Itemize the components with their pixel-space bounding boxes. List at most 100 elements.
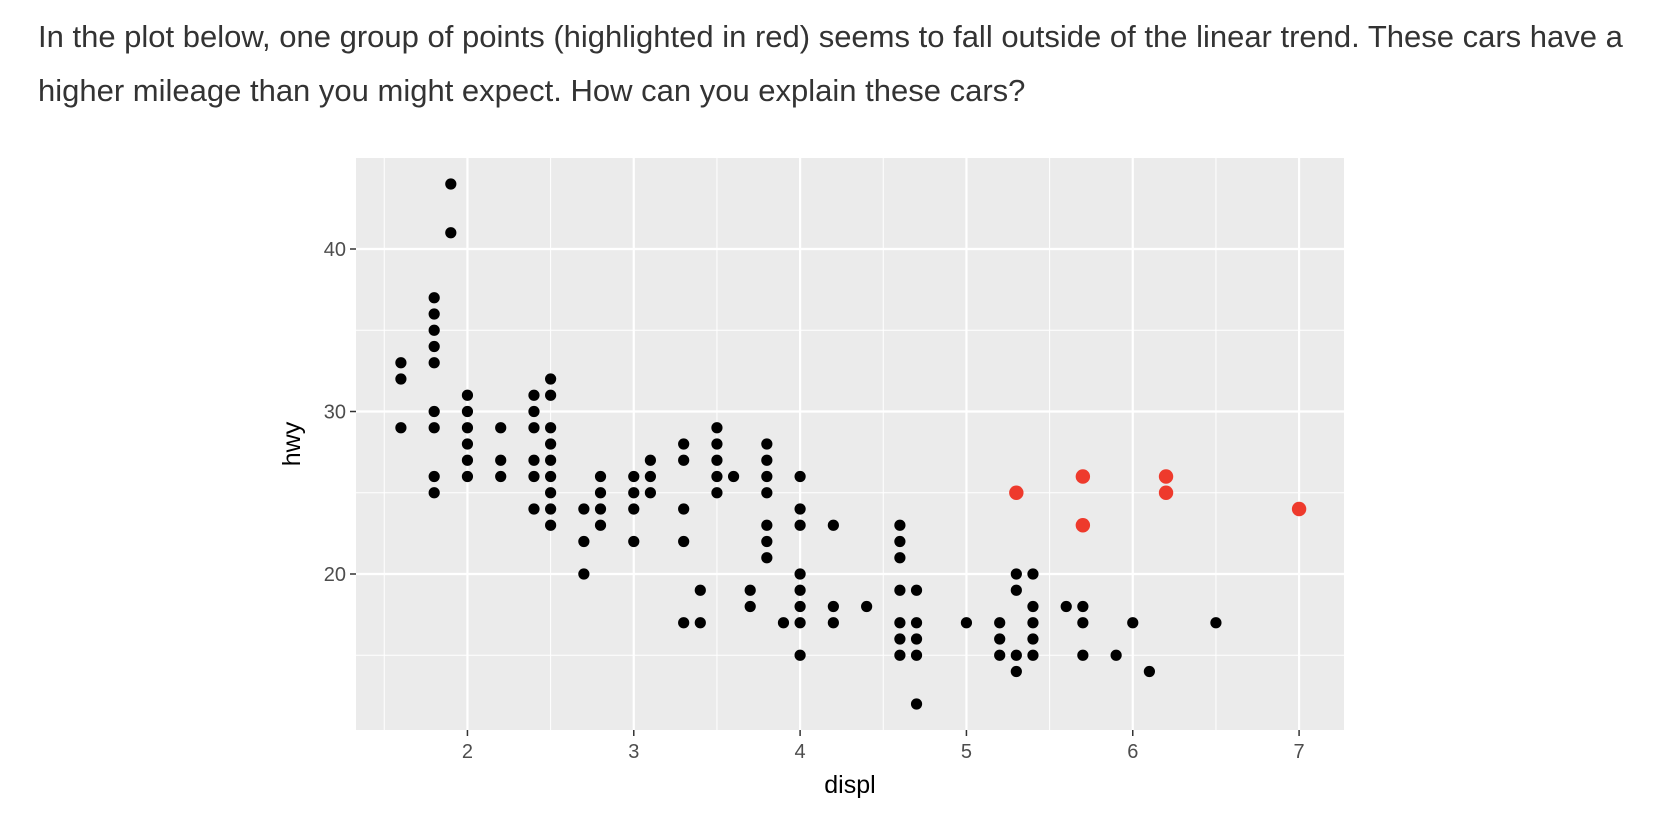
data-point xyxy=(578,503,590,515)
data-point xyxy=(628,503,640,515)
data-point xyxy=(994,649,1006,661)
data-point xyxy=(910,584,923,596)
data-point xyxy=(445,227,457,239)
data-point xyxy=(1077,600,1089,613)
data-point xyxy=(711,487,723,499)
data-point xyxy=(678,503,690,515)
data-point xyxy=(395,422,407,434)
data-point xyxy=(461,470,474,483)
major-gridlines xyxy=(356,158,1344,730)
data-point xyxy=(1060,600,1072,613)
data-point xyxy=(894,633,906,645)
data-point xyxy=(827,600,839,613)
data-point xyxy=(461,454,474,466)
data-point xyxy=(910,698,923,710)
data-point xyxy=(678,438,690,450)
data-point xyxy=(528,389,540,401)
data-point xyxy=(1110,649,1122,661)
data-point xyxy=(1027,600,1039,613)
data-point xyxy=(1077,617,1089,629)
data-point xyxy=(827,519,839,531)
data-point xyxy=(1027,617,1039,629)
plot-panel xyxy=(356,158,1344,730)
data-point xyxy=(461,405,474,418)
data-point xyxy=(727,470,740,483)
data-point xyxy=(594,470,607,483)
data-point xyxy=(545,503,557,515)
y-axis: 20 30 40 xyxy=(324,239,356,586)
data-point xyxy=(528,454,540,466)
data-point xyxy=(428,308,440,320)
data-point xyxy=(528,503,540,515)
data-point xyxy=(794,519,806,531)
data-point xyxy=(1027,633,1039,645)
highlighted-point xyxy=(1291,501,1307,517)
data-point xyxy=(644,454,657,466)
data-point xyxy=(861,600,873,613)
data-point xyxy=(894,552,906,564)
x-tick-label: 4 xyxy=(795,741,806,763)
data-point xyxy=(827,617,839,629)
data-point xyxy=(445,178,457,190)
data-point xyxy=(495,470,507,483)
data-point xyxy=(428,422,440,434)
data-point xyxy=(461,438,474,450)
data-point xyxy=(761,438,773,450)
data-point xyxy=(744,584,756,596)
x-tick-label: 6 xyxy=(1127,741,1138,763)
data-point xyxy=(994,633,1006,645)
y-tick-label: 40 xyxy=(324,239,346,261)
data-point xyxy=(994,617,1006,629)
data-point xyxy=(1077,649,1089,661)
data-point xyxy=(628,470,640,483)
data-point xyxy=(528,405,540,418)
data-point xyxy=(761,470,773,483)
data-point xyxy=(578,535,590,548)
data-point xyxy=(594,519,607,531)
highlighted-point xyxy=(1075,518,1091,533)
y-axis-title: hwy xyxy=(278,421,306,466)
intro-text: In the plot below, one group of points (… xyxy=(38,19,1623,108)
data-point xyxy=(761,487,773,499)
data-point xyxy=(545,470,557,483)
data-point xyxy=(1210,617,1222,629)
data-point xyxy=(644,487,657,499)
data-point xyxy=(1127,617,1139,629)
data-points xyxy=(395,178,1307,710)
highlighted-point xyxy=(1009,485,1024,500)
x-axis-title: displ xyxy=(824,771,875,799)
data-point xyxy=(428,470,440,483)
data-point xyxy=(761,552,773,564)
data-point xyxy=(461,422,474,434)
data-point xyxy=(628,487,640,499)
highlighted-point xyxy=(1158,469,1174,484)
data-point xyxy=(594,487,607,499)
data-point xyxy=(711,422,723,434)
data-point xyxy=(678,535,690,548)
data-point xyxy=(1010,649,1022,661)
data-point xyxy=(528,422,540,434)
data-point xyxy=(794,617,806,629)
data-point xyxy=(495,454,507,466)
data-point xyxy=(711,470,723,483)
data-point xyxy=(761,519,773,531)
data-point xyxy=(711,454,723,466)
x-tick-label: 3 xyxy=(628,741,639,763)
data-point xyxy=(428,487,440,499)
data-point xyxy=(644,470,657,483)
data-point xyxy=(711,438,723,450)
data-point xyxy=(960,617,973,629)
data-point xyxy=(545,389,557,401)
data-point xyxy=(495,422,507,434)
data-point xyxy=(910,633,923,645)
data-point xyxy=(545,519,557,531)
data-point xyxy=(545,438,557,450)
data-point xyxy=(777,617,790,629)
data-point xyxy=(428,340,440,353)
data-point xyxy=(678,454,690,466)
highlighted-point xyxy=(1075,469,1091,484)
data-point xyxy=(428,357,440,369)
data-point xyxy=(428,405,440,418)
data-point xyxy=(545,373,557,385)
